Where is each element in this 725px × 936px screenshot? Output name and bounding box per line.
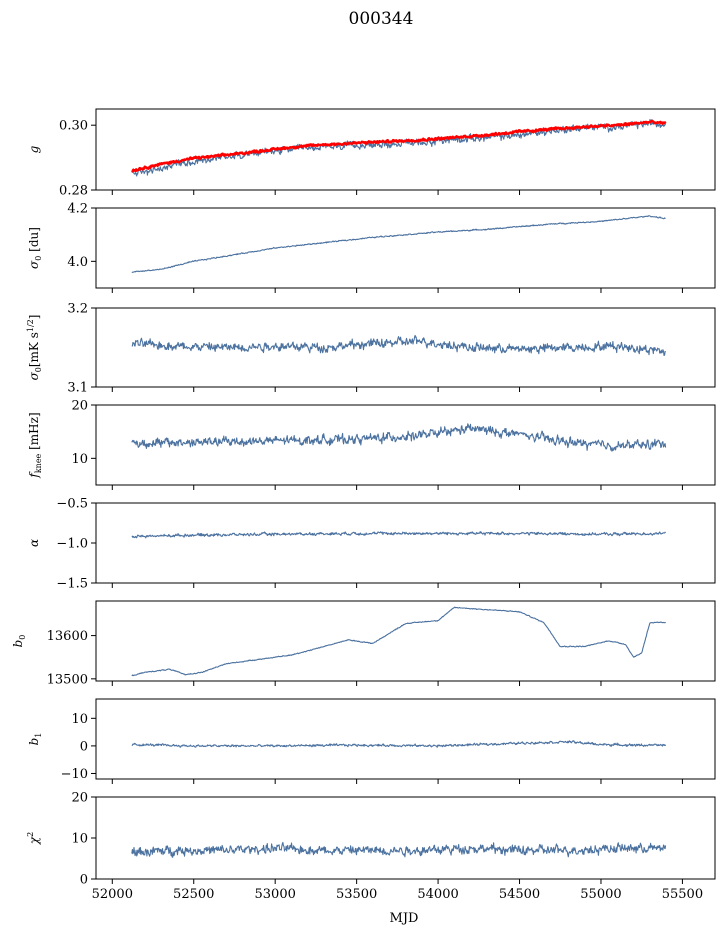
axes-frame <box>95 698 716 780</box>
y-tick-label: 3.1 <box>67 381 88 396</box>
x-tick-label: 54500 <box>499 887 540 902</box>
y-axis-label: σ0 [du] <box>27 227 43 269</box>
panel-7: −10 0 10 b1 <box>27 698 716 784</box>
y-tick-label: 20 <box>71 399 88 414</box>
y-axis-label: α <box>27 539 41 547</box>
y-tick-label: 10 <box>71 832 88 847</box>
y-tick-label: 20 <box>71 791 88 806</box>
panel-4: 10 20 fknee [mHz] <box>27 399 716 490</box>
y-tick-label: −10 <box>61 767 88 782</box>
x-tick-label: 52500 <box>173 887 214 902</box>
y-axis-label: fknee [mHz] <box>27 412 43 478</box>
series-line-3-1 <box>131 334 667 356</box>
panel-1: 0.28 0.30 g <box>27 108 716 199</box>
axes-frame <box>95 207 716 289</box>
x-tick-label: 55000 <box>580 887 621 902</box>
axes-frame <box>95 404 716 486</box>
y-tick-label: −1.5 <box>56 577 88 592</box>
series-line-2-1 <box>131 215 666 274</box>
x-tick-label: 54000 <box>417 887 458 902</box>
y-tick-label: 10 <box>71 712 88 727</box>
panel-8: 52000 52500 53000 53500 54000 54500 55000 55500… <box>26 791 716 902</box>
y-tick-label: 10 <box>71 452 88 467</box>
y-tick-label: 0.28 <box>59 184 88 199</box>
x-axis-label: MJD <box>390 911 419 926</box>
y-tick-label: 0 <box>80 873 88 888</box>
panel-6: 13500 13600 b0 <box>11 600 716 687</box>
panel-3: 3.1 3.2 σ0[mK s1/2] <box>26 302 716 396</box>
axes-frame <box>95 108 716 191</box>
y-tick-label: 4.0 <box>67 255 88 270</box>
panel-5: −1.5 −1.0 −0.5 α <box>27 497 716 592</box>
y-axis-label: g <box>27 145 41 153</box>
y-axis-label: σ0[mK s1/2] <box>26 315 43 381</box>
x-tick-label: 52000 <box>92 887 133 902</box>
series-line-5-1 <box>131 531 667 539</box>
axes-frame <box>95 502 716 584</box>
x-tick-label: 53000 <box>255 887 296 902</box>
y-axis-label: b0 <box>11 635 27 648</box>
figure-title: 000344 <box>349 9 414 29</box>
series-line-6-1 <box>131 606 666 677</box>
y-axis-label: χ2 <box>26 832 41 845</box>
y-tick-label: −0.5 <box>56 497 88 512</box>
series-line-1-1 <box>131 118 667 177</box>
panel-2: 4.0 4.2 σ0 [du] <box>27 202 716 293</box>
x-tick-label: 55500 <box>662 887 703 902</box>
y-tick-label: 3.2 <box>67 302 88 317</box>
y-tick-label: 0 <box>80 739 88 754</box>
axes-frame <box>95 796 716 880</box>
subplots: 0.28 0.30 g 4.0 4.2 σ0 [du] 3.1 3.2 σ0[mK s1/2] 1… <box>11 108 716 902</box>
y-tick-label: 13500 <box>47 672 88 687</box>
y-tick-label: 13600 <box>47 629 88 644</box>
y-tick-label: 0.30 <box>59 119 88 134</box>
y-tick-label: 4.2 <box>67 202 88 217</box>
series-line-1-2 <box>131 119 667 173</box>
series-line-4-1 <box>131 423 667 452</box>
axes-frame <box>95 600 716 682</box>
axes-frame <box>95 307 716 388</box>
x-tick-label: 53500 <box>336 887 377 902</box>
y-tick-label: −1.0 <box>56 537 88 552</box>
series-line-8-1 <box>131 841 667 858</box>
y-axis-label: b1 <box>27 733 43 746</box>
series-line-7-1 <box>131 740 667 748</box>
